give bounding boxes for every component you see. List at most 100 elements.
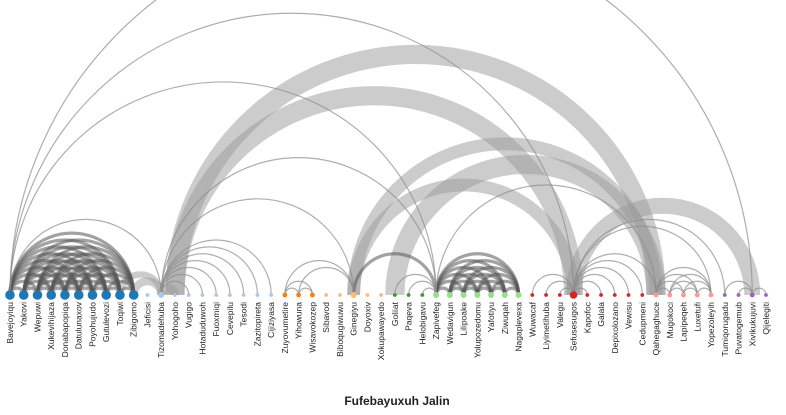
node-label: Ziwuqah [500, 302, 510, 334]
node-dot[interactable] [324, 293, 329, 297]
node-dot[interactable] [46, 290, 57, 300]
node-dot[interactable] [269, 293, 274, 297]
node-dot[interactable] [337, 293, 342, 297]
node-dot[interactable] [310, 292, 315, 298]
node-dot[interactable] [173, 293, 177, 297]
node-label: Datulunaxov [74, 301, 84, 349]
link-arc [160, 198, 355, 296]
node-dot[interactable] [296, 292, 302, 298]
node-dot[interactable] [626, 293, 631, 297]
node-dot[interactable] [392, 293, 397, 297]
node-label: Kapofoc [582, 301, 592, 333]
node-dot[interactable] [32, 290, 43, 300]
node-dot[interactable] [557, 293, 562, 297]
node-label: Lapipeqeh [679, 302, 689, 342]
node-label: Valegu [555, 302, 565, 328]
node-label: Qahegaghuce [651, 302, 661, 356]
node-dot[interactable] [640, 293, 645, 297]
link-arc [724, 280, 753, 296]
link-arc [572, 253, 657, 296]
node-label: Wuwacaf [527, 301, 537, 336]
link-arc [160, 246, 259, 296]
node-label: Fuoxmiqi [211, 302, 221, 337]
node-dot[interactable] [433, 292, 440, 298]
node-dot[interactable] [158, 292, 165, 298]
link-arc [531, 273, 575, 296]
node-dot[interactable] [515, 292, 522, 298]
node-dot[interactable] [214, 293, 219, 297]
node-dot[interactable] [764, 293, 768, 297]
link-arc [408, 280, 437, 296]
node-dot[interactable] [241, 293, 246, 297]
node-dot[interactable] [749, 292, 755, 298]
node-dot[interactable] [228, 293, 232, 297]
node-dot[interactable] [653, 292, 659, 298]
node-dot[interactable] [544, 293, 548, 297]
node-dot[interactable] [365, 293, 370, 297]
node-dot[interactable] [599, 293, 603, 297]
node-dot[interactable] [255, 293, 260, 297]
node-dot[interactable] [5, 290, 15, 300]
link-arc [352, 252, 438, 296]
node-dot[interactable] [530, 293, 535, 297]
node-dot[interactable] [282, 292, 288, 298]
link-arc [565, 197, 761, 296]
node-dot[interactable] [115, 290, 125, 300]
node-label: Puvatogemub [734, 302, 744, 355]
node-label: Tesodi [239, 302, 249, 327]
node-dot[interactable] [708, 292, 714, 298]
node-dot[interactable] [446, 292, 453, 298]
link-arc [160, 273, 204, 296]
node-dot[interactable] [406, 293, 411, 297]
node-dot[interactable] [101, 290, 112, 300]
node-dot[interactable] [128, 290, 139, 300]
node-label: Cijiziyasa [266, 302, 276, 338]
link-arc [682, 280, 712, 296]
node-dot[interactable] [87, 290, 98, 300]
node-dot[interactable] [474, 292, 481, 298]
node-label: Yafotiyu [486, 302, 496, 332]
node-dot[interactable] [350, 292, 357, 298]
node-dot[interactable] [145, 293, 150, 297]
labels-layer: Bavejoyiqu Yakovi Wepuwi Xukevihijaza Donaba… [5, 301, 771, 360]
node-label: Zazitopireta [252, 302, 262, 347]
link-arc [9, 0, 753, 296]
node-dot[interactable] [736, 293, 741, 297]
node-dot[interactable] [379, 293, 384, 297]
node-dot[interactable] [420, 293, 425, 297]
node-dot[interactable] [200, 293, 205, 297]
node-dot[interactable] [612, 293, 617, 297]
node-label: Sibavod [321, 302, 331, 333]
node-label: Yopezoleyih [706, 302, 716, 348]
node-dot[interactable] [18, 290, 29, 300]
node-dot[interactable] [488, 292, 495, 298]
node-label: Sefusesugos [569, 302, 579, 351]
node-dot[interactable] [460, 292, 467, 298]
link-arc [572, 273, 616, 296]
node-dot[interactable] [694, 292, 700, 298]
node-label: Zuyovumetire [280, 302, 290, 354]
node-dot[interactable] [60, 290, 70, 300]
node-dot[interactable] [722, 293, 727, 297]
node-label: Yohogoho [170, 302, 180, 340]
node-label: Toqiwi [115, 302, 125, 326]
node-label: Yihowuna [294, 302, 304, 339]
link-arc [347, 137, 663, 296]
node-dot[interactable] [681, 292, 686, 298]
node-label: Depixolozano [610, 302, 620, 354]
node-label: Tizomadehuba [156, 302, 166, 358]
node-label: Yolupozedomu [472, 302, 482, 358]
node-dot[interactable] [186, 293, 191, 297]
node-label: Paqeva [404, 302, 414, 331]
link-arc [572, 218, 726, 296]
node-dot[interactable] [73, 290, 84, 300]
node-dot[interactable] [667, 292, 673, 298]
link-arc [160, 157, 437, 296]
link-arc [160, 253, 245, 296]
node-label: Doyoxiv [362, 301, 372, 332]
node-label: Wisavokozep [307, 302, 317, 353]
node-label: Nagaplevexa [514, 302, 524, 352]
node-dot[interactable] [569, 291, 578, 299]
node-dot[interactable] [501, 292, 508, 298]
node-dot[interactable] [585, 293, 590, 297]
